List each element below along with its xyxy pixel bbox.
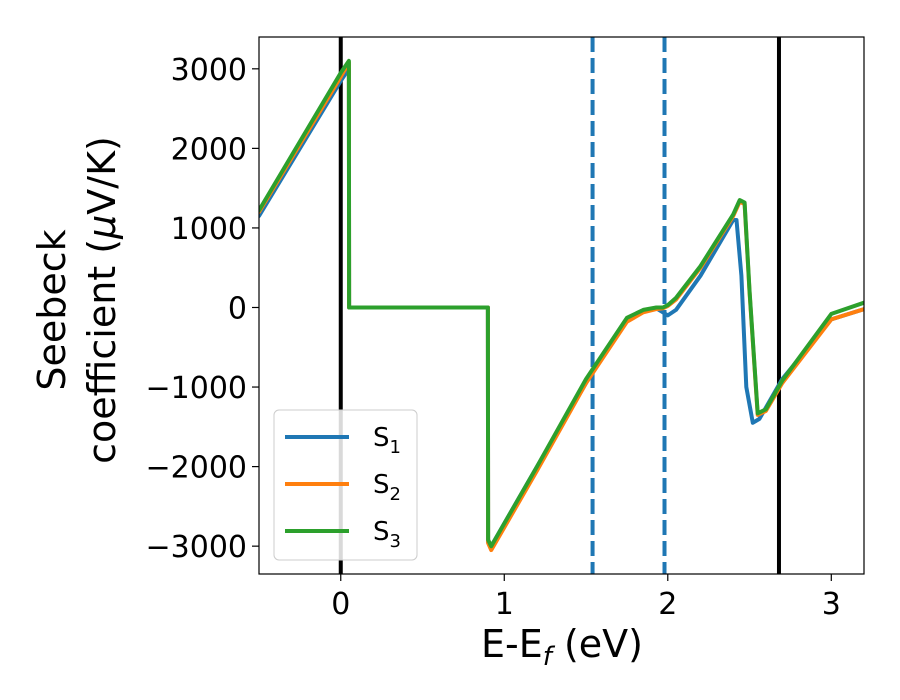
y-tick-label: 2000 <box>171 132 247 167</box>
legend-label-s1: S1 <box>373 423 401 458</box>
y-tick-label: 1000 <box>171 212 247 247</box>
y-tick-label: 3000 <box>171 53 247 88</box>
plot-frame <box>258 36 865 575</box>
x-tick-label: 2 <box>658 587 677 622</box>
y-tick-label: −2000 <box>146 451 247 486</box>
y-axis-title-line1: Seebeck <box>30 229 74 390</box>
x-tick-label: 3 <box>822 587 841 622</box>
y-tick-label: 0 <box>228 291 247 326</box>
y-tick-label: −1000 <box>146 371 247 406</box>
y-axis-title-mu: μ <box>80 215 124 240</box>
legend-label-s2: S2 <box>373 470 401 505</box>
x-tick-label: 1 <box>495 587 514 622</box>
legend: S1 S2 S3 <box>273 409 418 561</box>
x-axis-title: E-Ef (eV) <box>481 622 643 672</box>
y-axis-title-line2: coefficient (μV/K) <box>80 136 124 464</box>
x-axis-ticks: 0 1 2 3 <box>331 574 841 622</box>
x-tick-label: 0 <box>331 587 350 622</box>
legend-label-s3: S3 <box>373 517 401 552</box>
series-lines <box>259 58 864 553</box>
y-axis-ticks: −3000 −2000 −1000 0 1000 2000 3000 <box>146 53 259 565</box>
series-line-s3 <box>259 58 864 549</box>
y-tick-label: −3000 <box>146 530 247 565</box>
